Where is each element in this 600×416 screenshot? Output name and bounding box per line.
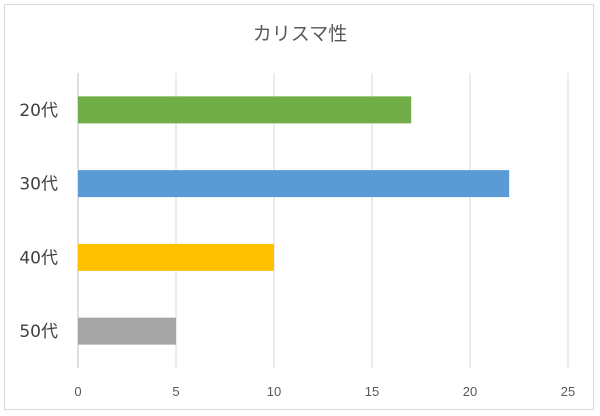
chart-title: カリスマ性 [253, 23, 347, 45]
category-label: 20代 [19, 101, 58, 121]
bar [78, 317, 176, 345]
bar [78, 243, 274, 271]
x-tick-label: 0 [74, 384, 81, 399]
x-tick-label: 5 [172, 384, 179, 399]
category-label: 50代 [19, 322, 58, 342]
x-tick-label: 20 [463, 384, 477, 399]
x-tick-label: 25 [561, 384, 575, 399]
bar-layer [78, 96, 510, 345]
category-label: 30代 [19, 175, 58, 195]
bar [78, 96, 412, 124]
label-layer: 0 5 10 15 20 25 20代 30代 40代 50代 [19, 101, 575, 399]
category-label: 40代 [19, 248, 58, 268]
bar [78, 170, 510, 198]
x-tick-label: 15 [365, 384, 379, 399]
x-tick-label: 10 [267, 384, 281, 399]
